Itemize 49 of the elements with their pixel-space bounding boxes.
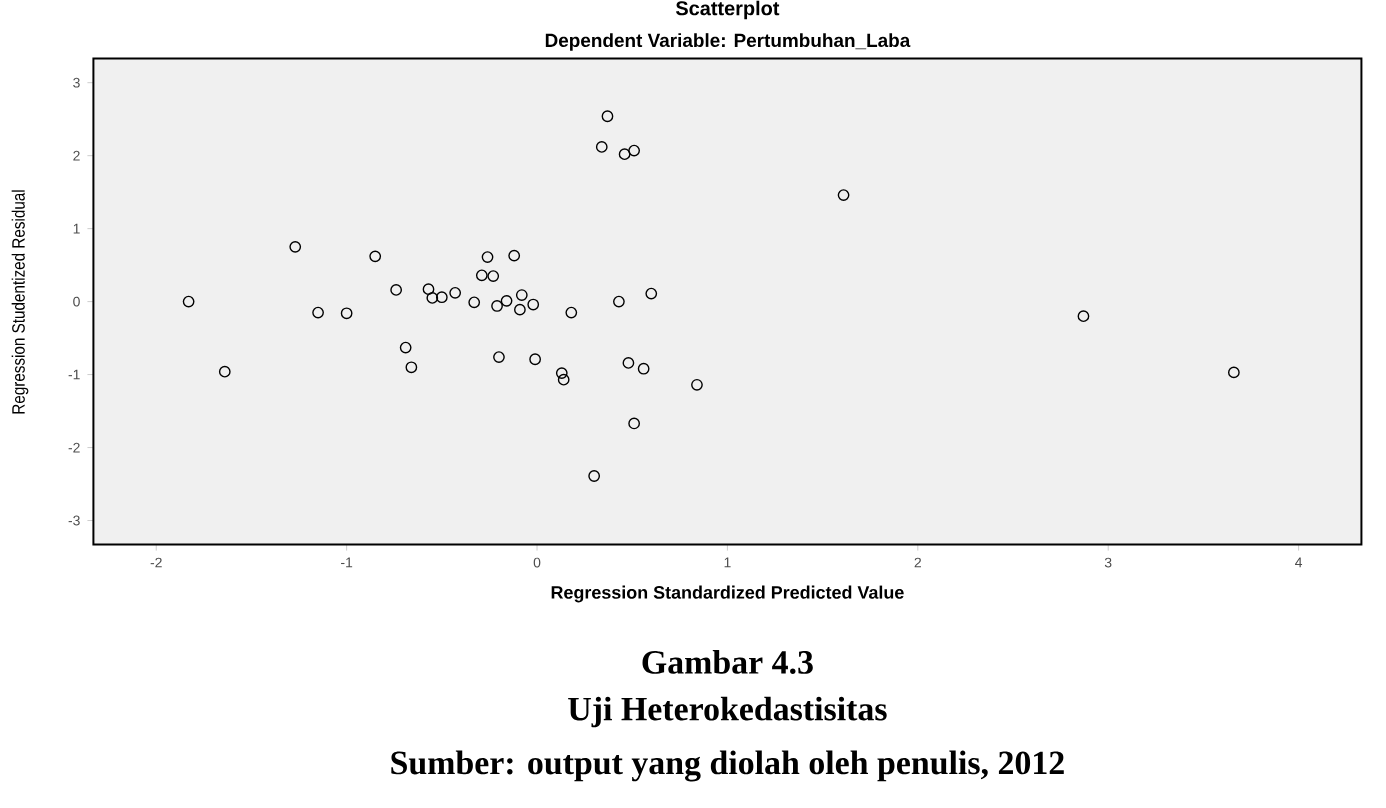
point (405, 361, 418, 374)
point (628, 144, 641, 157)
point (601, 110, 614, 123)
point (435, 291, 448, 304)
point (622, 357, 635, 369)
point (645, 287, 658, 300)
point (557, 373, 570, 386)
point (637, 362, 650, 375)
point (565, 306, 578, 319)
point (182, 295, 195, 308)
point (588, 470, 601, 482)
point (628, 417, 641, 430)
y-axis-title: Regression Studentized Residual (11, 190, 29, 414)
text: Sumber: output yang diolah oleh penulis, 2012 (391, 750, 1064, 782)
point (487, 270, 500, 282)
point (1227, 366, 1240, 379)
point (514, 303, 526, 316)
point (493, 351, 505, 363)
point (515, 289, 528, 301)
point (508, 249, 521, 262)
point (340, 307, 353, 320)
chart-title: Scatterplot (675, 0, 780, 20)
point (218, 365, 231, 378)
point (555, 367, 568, 379)
chart-subtitle: Dependent Variable: Pertumbuhan_Laba (545, 33, 911, 51)
x-axis-title: Regression Standardized Predicted Value (551, 585, 904, 603)
point (613, 295, 625, 308)
point (399, 341, 412, 354)
point (618, 148, 631, 161)
point (422, 283, 435, 296)
point (390, 284, 403, 296)
point (475, 269, 488, 282)
text: Gambar 4.3 (642, 650, 813, 674)
point (500, 294, 513, 307)
text: Uji Heterokedastisitas (568, 696, 887, 728)
point (369, 250, 382, 263)
point (312, 306, 324, 319)
point (491, 300, 503, 312)
point (449, 286, 462, 299)
point (691, 378, 703, 391)
point (481, 251, 494, 263)
point (426, 292, 439, 304)
point (527, 298, 540, 311)
point (529, 353, 542, 366)
point (837, 189, 850, 201)
point (468, 296, 481, 309)
point (1077, 310, 1090, 323)
point (595, 141, 608, 153)
point (289, 240, 302, 253)
